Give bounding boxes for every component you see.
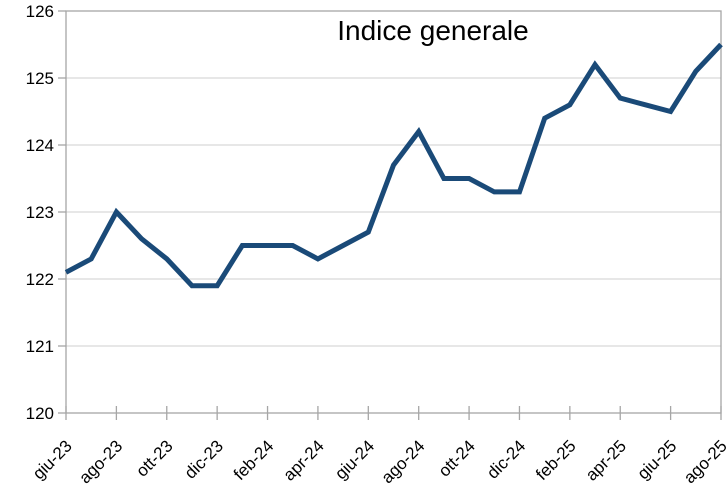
x-axis-tick-label: dic-24 — [483, 436, 529, 482]
x-axis-tick-label: giu-25 — [634, 436, 681, 483]
x-axis-tick-label: ago-23 — [75, 436, 126, 487]
x-axis-tick-label: ott-24 — [435, 436, 479, 480]
y-axis-tick-label: 126 — [26, 2, 54, 21]
gridlines-layer — [66, 77, 721, 347]
y-axis-tick-label: 121 — [26, 337, 54, 356]
tick-marks-layer — [58, 10, 722, 420]
y-axis-tick-label: 124 — [26, 136, 54, 155]
y-axis-tick-label: 122 — [26, 270, 54, 289]
x-axis-tick-label: ago-24 — [378, 436, 429, 487]
y-axis-tick-label: 123 — [26, 203, 54, 222]
x-axis-tick-label: apr-25 — [582, 436, 630, 484]
data-series-line — [64, 42, 723, 289]
x-axis-tick-label: feb-24 — [230, 436, 278, 484]
x-axis-tick-label: apr-24 — [280, 436, 328, 484]
x-axis-tick-label: giu-24 — [331, 436, 378, 483]
y-axis-tick-label: 120 — [26, 404, 54, 423]
x-axis-tick-label: giu-23 — [29, 436, 76, 483]
x-axis-labels: giu-23 ago-23 ott-23 dic-23 feb-24 apr-24 giu-… — [29, 436, 726, 487]
x-axis-tick-label: ago-25 — [680, 436, 726, 487]
y-axis-tick-label: 125 — [26, 69, 54, 88]
y-axis-labels: 120 121 122 123 124 125 126 — [26, 2, 54, 423]
x-axis-tick-label: feb-25 — [532, 436, 580, 484]
chart-title: Indice generale — [337, 15, 528, 46]
x-axis-tick-label: ott-23 — [132, 436, 176, 480]
x-axis-tick-label: dic-23 — [181, 436, 227, 482]
